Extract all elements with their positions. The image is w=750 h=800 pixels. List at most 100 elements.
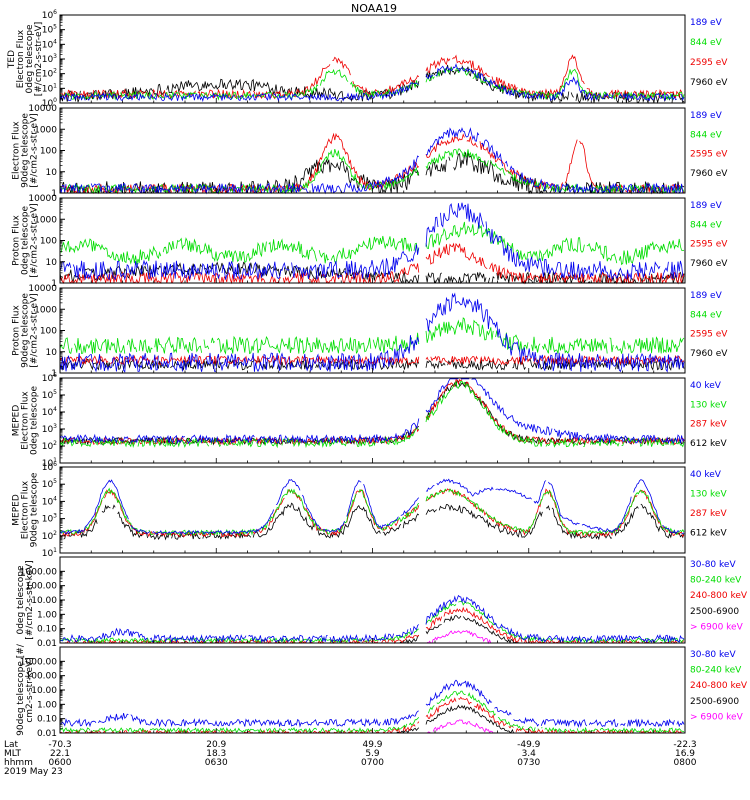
panel-1-ylabel-line: Electron Flux (16, 29, 26, 88)
panel-1-ylabel-line: TED (7, 50, 17, 69)
panel-5-legend-entry: 612 keV (690, 439, 727, 449)
xaxis-hhmm-label: 0700 (361, 758, 384, 768)
panel-7-ytick-label: 100.00 (26, 582, 58, 592)
panel-1-legend-entry: 7960 eV (690, 78, 728, 88)
xaxis-mlt-label: 5.9 (365, 749, 380, 759)
panel-1-ylabel-line: 0deg telescope (25, 24, 35, 94)
panel-5-ylabel-line: 0deg telescope (30, 386, 40, 456)
panel-5-ytick-label: 106 (42, 372, 57, 384)
panel-8-series-5-line (59, 679, 685, 728)
panel-8-legend-entry: > 6900 keV (690, 712, 744, 722)
panel-3-series-4-line (59, 202, 684, 281)
panel-2: 1 10 100 1000 10000 Electron Flux 90deg telesc… (12, 104, 729, 199)
panel-3-series-2-line (60, 242, 685, 285)
panel-8-ytick-label: 100.00 (26, 672, 58, 682)
panel-6-legend-entry: 130 keV (690, 490, 727, 500)
panel-3-legend-entry: 844 eV (690, 220, 723, 230)
panel-6-ylabel-line: MEPED (12, 494, 22, 526)
xaxis-mlt-label: 3.4 (522, 749, 537, 759)
panel-1-ytick-label: 100 (42, 97, 57, 109)
panel-5-legend-entry: 287 keV (690, 420, 727, 430)
panel-3-ylabel-line: Proton Flux (12, 215, 22, 266)
panel-3-ytick-label: 10000 (28, 194, 57, 204)
panel-7-legend-entry: > 6900 keV (690, 622, 744, 632)
xaxis-hhmm-label: 0800 (674, 758, 697, 768)
panel-4-series-4-line (59, 292, 685, 373)
panel-4-ytick-label: 10000 (28, 284, 57, 294)
panel-2-series-4-line (59, 127, 685, 195)
panel-6-ytick-label: 104 (42, 495, 57, 507)
panel-2-ytick-label: 1 (51, 189, 57, 199)
panel-4-ylabel-line: 90deg telescope (21, 293, 31, 368)
xaxis-lat-label: 20.9 (206, 740, 226, 750)
panel-2-legend-entry: 189 eV (690, 111, 723, 121)
panel-8-ytick-label: 0.01 (37, 729, 57, 739)
panel-5-ytick-label: 103 (42, 423, 57, 435)
panel-7-ytick-label: 10.00 (31, 596, 57, 606)
panel-5-frame (59, 377, 686, 464)
panel-5-series-1-line (59, 379, 685, 446)
panel-2-ytick-label: 10 (46, 168, 58, 178)
panel-5-ylabel-line: MEPED (12, 405, 22, 437)
panel-8-legend-entry: 2500-6900 (690, 697, 739, 707)
panel-5-ylabel-line: Electron Flux (21, 391, 31, 450)
xaxis-mlt-label: 22.1 (50, 749, 70, 759)
panel-7-legend-entry: 30-80 keV (690, 560, 736, 570)
panel-7-ylabel-line: 0deg telescope (16, 565, 26, 635)
panel-8-ylabel-line: cm2-s-str-keV] (25, 657, 35, 722)
panel-4-ylabel-line: Proton Flux (12, 305, 22, 356)
panel-3-legend-entry: 189 eV (690, 201, 723, 211)
xaxis-hhmm-label: 0600 (49, 758, 72, 768)
panel-1-legend-entry: 844 eV (690, 38, 723, 48)
panel-1-ytick-label: 105 (42, 24, 57, 36)
panel-4-legend-entry: 844 eV (690, 310, 723, 320)
panel-5-series-2-line (59, 378, 685, 446)
panel-1-legend-entry: 2595 eV (690, 58, 728, 68)
panel-1-ylabel-line: [#/cm2-s-str-eV] (34, 22, 44, 97)
panel-8-series-3-line (59, 696, 684, 734)
panel-7-ylabel-line: [#/cm2-s-str-keV] (25, 560, 35, 639)
panel-7-legend-entry: 240-800 keV (690, 591, 748, 601)
panel-4-ytick-label: 10 (46, 348, 58, 358)
panel-7-legend-entry: 80-240 keV (690, 576, 742, 586)
xaxis-row-label: hhmm (4, 758, 33, 768)
panel-3-ytick-label: 1 (51, 279, 57, 289)
panel-7-ytick-label: 0.10 (37, 625, 57, 635)
xaxis-row-label: Lat (4, 740, 19, 750)
panel-2-ylabel-line: 90deg telescope (21, 113, 31, 188)
panel-2-ytick-label: 100 (40, 147, 57, 157)
xaxis-lat-label: -70.3 (48, 740, 71, 750)
panel-6-ytick-label: 106 (42, 461, 57, 473)
panel-7-series-5-line (59, 594, 685, 644)
panel-3-ytick-label: 100 (40, 237, 57, 247)
panel-8-legend-entry: 240-800 keV (690, 681, 748, 691)
panel-8-ylabel-line: 90deg telescope [#/ (16, 643, 26, 736)
panel-6-ytick-label: 101 (42, 547, 57, 559)
panel-8-legend-entry: 80-240 keV (690, 666, 742, 676)
panel-4-legend-entry: 7960 eV (690, 349, 728, 359)
panel-8-ytick-label: 1.00 (37, 700, 57, 710)
panel-7-ytick-label: 0.01 (37, 639, 57, 649)
xaxis-row-label: MLT (4, 749, 22, 759)
panel-8-series-4-line (59, 690, 685, 734)
panel-5-legend-entry: 130 keV (690, 400, 727, 410)
panel-4-ytick-label: 100 (40, 327, 57, 337)
panel-3-legend-entry: 2595 eV (690, 240, 728, 250)
panel-4-legend-entry: 2595 eV (690, 330, 728, 340)
panel-7-ytick-label: 1000.00 (20, 567, 57, 577)
panel-2-ylabel-line: [#/cm2-s-str-eV] (30, 113, 40, 188)
panel-6-ytick-label: 105 (42, 478, 57, 490)
panel-6-legend-entry: 612 keV (690, 529, 727, 539)
panel-1-ytick-label: 101 (42, 82, 57, 94)
panel-4-series-3-line (59, 317, 685, 355)
panel-4-series-2-line (59, 354, 685, 366)
panel-6-ylabel-line: 90deg telescope (30, 472, 40, 547)
panel-1-ytick-label: 103 (42, 53, 57, 65)
panel-3-ylabel-line: [#/cm2-s-str-eV] (30, 203, 40, 278)
panel-2-ylabel-line: Electron Flux (12, 121, 22, 180)
panel-2-legend-entry: 844 eV (690, 130, 723, 140)
panel-5-ytick-label: 102 (42, 440, 57, 452)
xaxis-date: 2019 May 23 (4, 767, 63, 777)
